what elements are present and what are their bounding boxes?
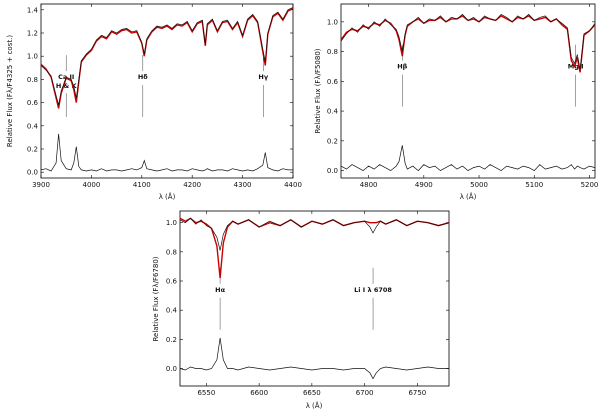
x-tick-label: 4100 [133, 181, 151, 189]
y-tick-label: 0.0 [27, 169, 38, 177]
x-axis: 3900 4000 4100 4200 4300 4400 [32, 4, 302, 189]
x-tick-label: 4900 [415, 181, 433, 189]
y-tick-label: 1.4 [27, 6, 39, 14]
y-tick-label: 0.8 [27, 76, 38, 84]
y-tick-label: 0.8 [327, 48, 338, 56]
y-axis: 0.0 0.2 0.4 0.6 0.8 1.0 [327, 18, 595, 175]
y-tick-label: 0.2 [166, 336, 177, 344]
y-tick-label: 0.4 [27, 122, 39, 130]
x-tick-label: 6750 [408, 389, 426, 397]
spectral-line-label: Hα [215, 286, 225, 294]
x-tick-label: 5200 [581, 181, 599, 189]
spectral-line-label: Li I λ 6708 [354, 286, 392, 294]
line-annotations: Ca IIH & KHδ Hγ [56, 55, 269, 118]
y-tick-label: 0.6 [166, 278, 178, 286]
panel-halpha-region: 6550 6600 6650 6700 6750 0.00.20.40.60.81.0 … [152, 210, 450, 410]
y-tick-label: 1.0 [327, 18, 338, 26]
spectral-line-label: Hγ [258, 73, 268, 81]
observed-spectrum-line [179, 217, 450, 251]
x-tick-label: 6600 [250, 389, 268, 397]
line-annotations: Hα Li I λ 6708 [215, 267, 392, 330]
y-tick-label: 0.0 [166, 365, 177, 373]
y-tick-label: 0.4 [327, 108, 339, 116]
y-axis: 0.0 0.2 0.4 0.6 0.8 1.0 [166, 219, 449, 373]
y-tick-label: 1.0 [27, 53, 38, 61]
x-tick-label: 3900 [32, 181, 50, 189]
y-tick-label: 0.6 [327, 78, 339, 86]
y-axis: 0.0 0.2 0.4 0.6 0.8 1.0 1.2 1.4 [27, 6, 293, 177]
x-tick-label: 5100 [525, 181, 543, 189]
x-tick-label: 4400 [284, 181, 302, 189]
y-tick-label: 0.8 [166, 248, 177, 256]
x-tick-label: 5000 [470, 181, 488, 189]
x-tick-label: 6650 [303, 389, 321, 397]
model-spectrum-line [40, 7, 294, 109]
x-axis-label: λ (Å) [159, 192, 176, 201]
y-tick-label: 0.4 [166, 307, 178, 315]
spectral-line-label: Hβ [397, 63, 407, 71]
difference-spectrum-line [40, 133, 293, 172]
y-tick-label: 0.2 [327, 137, 338, 145]
x-tick-label: 4300 [234, 181, 252, 189]
x-axis-label: λ (Å) [306, 401, 323, 410]
x-tick-label: 4200 [183, 181, 201, 189]
spectral-line-label: Mg I [568, 63, 584, 71]
difference-spectrum-line [179, 337, 449, 380]
model-spectrum-line [340, 15, 596, 73]
y-axis-label: Relative Flux (Fλ/F5080) [314, 48, 322, 133]
panel-blue-region: 3900 4000 4100 4200 4300 4400 0.0 0.2 0.4 0.6 0.8… [6, 3, 302, 201]
y-tick-label: 0.6 [27, 99, 39, 107]
x-axis-label: λ (Å) [460, 192, 477, 201]
plot-frame [340, 3, 596, 179]
x-axis: 6550 6600 6650 6700 6750 [197, 211, 426, 397]
y-axis-label: Relative Flux (Fλ/F4325 + cost.) [6, 35, 14, 147]
line-annotations: Hβ Mg I [397, 44, 584, 107]
x-tick-label: 4800 [360, 181, 378, 189]
spectral-line-sublabel: H & K [56, 82, 78, 90]
plot-frame [179, 210, 450, 387]
observed-spectrum-line [40, 7, 294, 105]
y-tick-label: 0.0 [327, 167, 338, 175]
spectral-line-label: Hδ [138, 73, 148, 81]
y-axis-label: Relative Flux (Fλ/F6780) [152, 256, 160, 341]
y-tick-label: 1.2 [27, 30, 38, 38]
x-tick-label: 4000 [82, 181, 100, 189]
panel-green-region: 4800 4900 5000 5100 5200 0.00.20.40.60.81.0 … [314, 3, 599, 201]
difference-spectrum-line [340, 145, 596, 172]
y-tick-label: 0.2 [27, 146, 38, 154]
y-tick-label: 1.0 [166, 219, 177, 227]
x-tick-label: 6700 [356, 389, 374, 397]
plot-frame [40, 3, 294, 179]
observed-spectrum-line [340, 13, 596, 70]
x-tick-label: 6550 [197, 389, 215, 397]
x-axis: 4800 4900 5000 5100 5200 [360, 4, 599, 189]
